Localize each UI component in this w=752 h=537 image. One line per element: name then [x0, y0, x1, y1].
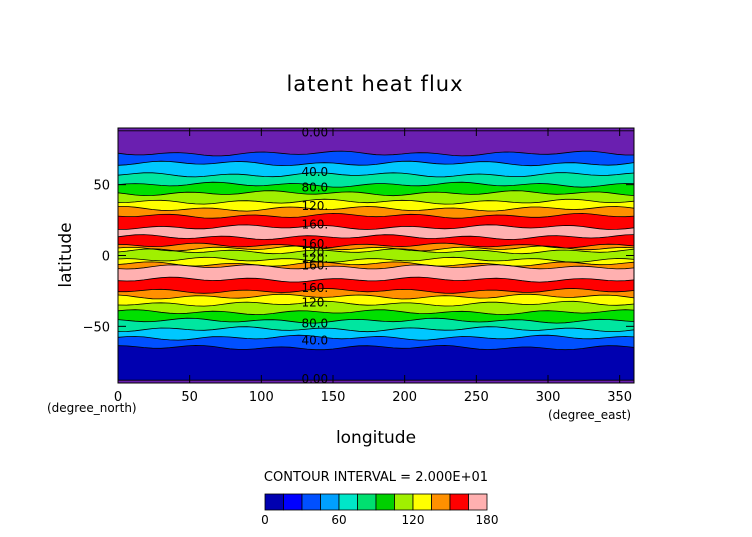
contour-label: 120. — [301, 246, 328, 260]
heatmap-band — [118, 151, 634, 166]
x-axis-ticks: 0 50 100 150 200 250 300 350 — [114, 128, 632, 405]
heatmap-band — [118, 245, 634, 254]
heatmap-band — [118, 161, 634, 177]
contour-label: 0.00 — [301, 125, 328, 139]
contour-line — [117, 245, 635, 252]
contour-label: 40.0 — [301, 165, 328, 179]
contour-line — [117, 264, 635, 270]
contour-label: 80.0 — [301, 181, 328, 195]
contour-line — [117, 300, 635, 307]
contour-line — [117, 317, 635, 324]
colorbar-tick-label: 0 — [261, 513, 269, 527]
contour-labels: 0.0040.080.0120.160.160.120.120.160.160.… — [301, 125, 328, 386]
colorbar-swatch — [431, 493, 451, 511]
heatmap-band — [118, 294, 634, 307]
x-tick-label: 300 — [536, 390, 561, 405]
x-unit-label: (degree_east) — [548, 408, 631, 422]
colorbar — [264, 493, 488, 511]
contour-line — [118, 224, 635, 230]
contour-line — [117, 242, 635, 249]
colorbar-swatch — [394, 493, 414, 511]
contour-label: 160. — [301, 281, 328, 295]
heatmap-band — [118, 264, 634, 283]
colorbar-swatch — [357, 493, 377, 511]
x-tick-label: 250 — [464, 390, 489, 405]
contour-label: 80.0 — [301, 317, 328, 331]
y-axis-ticks: 50 0 −50 — [83, 179, 634, 335]
x-axis-label: longitude — [336, 428, 416, 448]
contour-line — [117, 309, 635, 316]
heatmap-band — [118, 326, 634, 341]
contour-line — [117, 326, 635, 333]
heatmap-band — [118, 130, 634, 156]
contour-label: 120. — [301, 199, 328, 213]
contour-label: 160. — [301, 217, 328, 231]
heatmap-band — [118, 128, 634, 131]
colorbar-swatch — [412, 493, 432, 511]
chart-title: latent heat flux — [286, 72, 463, 96]
contour-label: 40.0 — [301, 334, 328, 348]
colorbar-swatch — [449, 493, 469, 511]
colorbar-tick-label: 60 — [331, 513, 346, 527]
contour-label: 160. — [301, 258, 328, 272]
contour-line — [117, 276, 635, 283]
heatmap-band — [118, 206, 634, 219]
heatmap-band — [118, 301, 634, 315]
contour-line — [117, 256, 635, 263]
heatmap-band — [118, 261, 634, 269]
heatmap-band — [118, 234, 634, 249]
contour-line — [117, 160, 635, 167]
contour-label: 160. — [301, 237, 328, 251]
contour-line — [117, 172, 635, 178]
y-axis-label: latitude — [56, 222, 76, 287]
contour-lines — [117, 130, 635, 381]
y-unit-label: (degree_north) — [47, 401, 137, 415]
contour-line — [117, 181, 635, 188]
contour-line — [117, 198, 635, 205]
heatmap-band — [118, 199, 634, 212]
contour-line — [117, 344, 635, 351]
colorbar-swatch — [338, 493, 358, 511]
heatmap-band — [118, 380, 634, 383]
x-tick-label: 50 — [181, 390, 198, 405]
heatmap-band — [118, 345, 634, 381]
heatmap-band — [118, 248, 634, 263]
contour-label: 120. — [301, 295, 328, 309]
contour-line — [118, 206, 635, 212]
contour-interval-text: CONTOUR INTERVAL = 2.000E+01 — [264, 470, 488, 485]
x-tick-label: 350 — [607, 390, 632, 405]
contour-line — [117, 234, 635, 240]
contour-line — [117, 261, 635, 267]
contour-line — [117, 293, 635, 300]
y-tick-label: 50 — [93, 179, 110, 194]
y-tick-label: −50 — [83, 320, 110, 335]
colorbar-swatch — [320, 493, 340, 511]
colorbar-swatch — [283, 493, 303, 511]
colorbar-swatch — [468, 493, 488, 511]
x-tick-label: 100 — [249, 390, 274, 405]
x-tick-label: 150 — [321, 390, 346, 405]
x-tick-label: 200 — [392, 390, 417, 405]
heatmap-band — [118, 224, 634, 240]
colorbar-swatch — [375, 493, 395, 511]
heatmap-band — [118, 277, 634, 294]
x-tick-label: 0 — [114, 390, 122, 405]
heatmap-field — [118, 128, 634, 383]
colorbar-ticks: 0 60 120 180 — [261, 513, 498, 527]
contour-line — [117, 212, 635, 219]
contour-label: 120. — [301, 251, 328, 265]
colorbar-swatch — [301, 493, 321, 511]
contour-line — [117, 334, 635, 341]
colorbar-swatch — [264, 493, 284, 511]
contour-line — [117, 190, 635, 197]
colorbar-tick-label: 180 — [476, 513, 499, 527]
contour-label: 0.00 — [301, 372, 328, 386]
heatmap-band — [118, 190, 634, 205]
colorbar-tick-label: 120 — [402, 513, 425, 527]
contour-line — [118, 288, 635, 294]
contour-line — [117, 248, 635, 255]
contour-line — [117, 150, 634, 157]
y-tick-label: 0 — [102, 250, 110, 265]
